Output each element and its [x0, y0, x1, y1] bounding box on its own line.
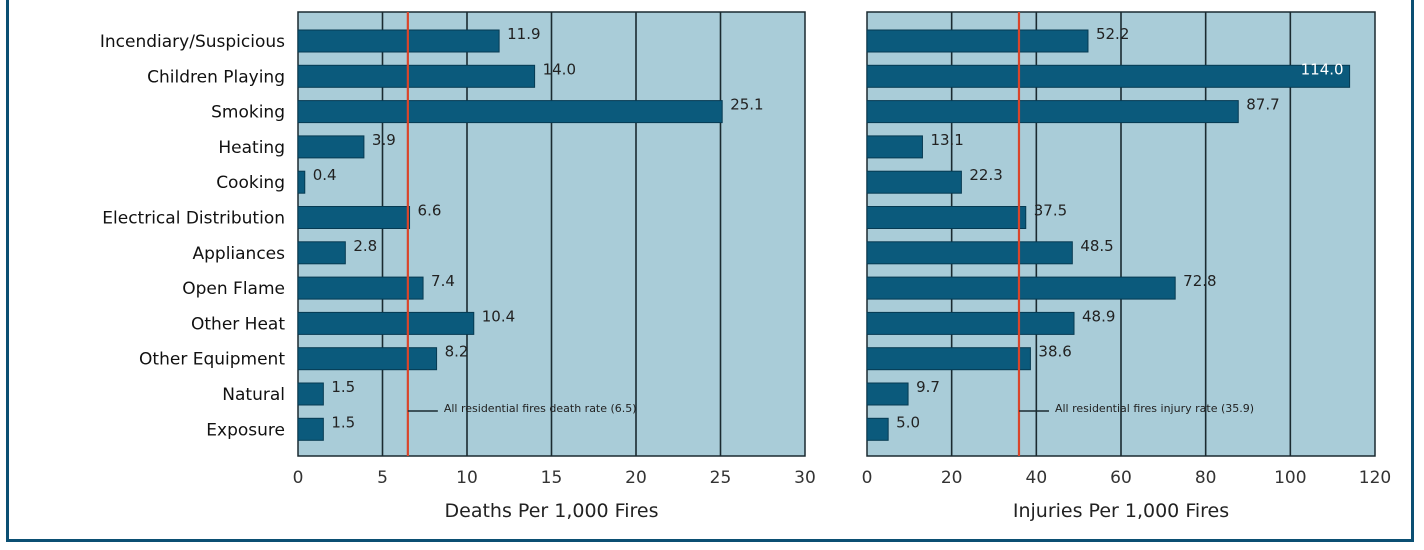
deaths-value-label: 14.0 [543, 60, 576, 78]
injuries-bar [866, 170, 962, 194]
deaths-value-label: 6.6 [418, 202, 442, 220]
category-label: Other Heat [191, 314, 285, 334]
deaths-x-tick-label: 20 [625, 468, 647, 488]
deaths-bar [297, 135, 365, 159]
injuries-value-label: 38.6 [1038, 343, 1071, 361]
injuries-value-label: 72.8 [1183, 272, 1216, 290]
injuries-x-tick-label: 20 [941, 468, 963, 488]
deaths-x-tick-label: 25 [710, 468, 732, 488]
injuries-value-label: 22.3 [969, 166, 1002, 184]
deaths-value-label: 1.5 [331, 413, 355, 431]
injuries-value-label: 87.7 [1246, 96, 1279, 114]
injuries-bar [866, 276, 1176, 300]
deaths-bar [297, 100, 723, 124]
injuries-x-axis-title: Injuries Per 1,000 Fires [1013, 500, 1229, 522]
injuries-bar [866, 241, 1073, 265]
injuries-value-label: 9.7 [916, 378, 940, 396]
injuries-bar [866, 382, 909, 406]
category-label: Electrical Distribution [102, 209, 285, 229]
category-label: Exposure [206, 420, 285, 440]
deaths-x-tick-label: 5 [377, 468, 388, 488]
deaths-bar [297, 382, 324, 406]
injuries-value-label: 114.0 [1301, 60, 1344, 78]
deaths-bar [297, 64, 536, 88]
category-label: Other Equipment [139, 350, 285, 370]
injuries-x-tick-label: 60 [1110, 468, 1132, 488]
injuries-bar [866, 347, 1031, 371]
injuries-value-label: 13.1 [930, 131, 963, 149]
deaths-bar [297, 29, 500, 53]
injuries-x-tick-label: 120 [1359, 468, 1391, 488]
injuries-bar [866, 100, 1239, 124]
deaths-value-label: 1.5 [331, 378, 355, 396]
injuries-value-label: 5.0 [896, 413, 920, 431]
deaths-value-label: 25.1 [730, 96, 763, 114]
category-label: Heating [218, 138, 285, 158]
deaths-x-axis-title: Deaths Per 1,000 Fires [445, 500, 659, 522]
deaths-x-tick-label: 15 [541, 468, 563, 488]
deaths-bar [297, 206, 411, 229]
injuries-reference-label: All residential fires injury rate (35.9) [1055, 402, 1254, 415]
injuries-x-tick-label: 0 [862, 468, 873, 488]
injuries-bar [866, 64, 1351, 88]
category-label: Children Playing [147, 67, 285, 87]
injuries-x-tick-label: 80 [1195, 468, 1217, 488]
deaths-x-tick-label: 0 [293, 468, 304, 488]
injuries-value-label: 48.5 [1080, 237, 1113, 255]
deaths-reference-label: All residential fires death rate (6.5) [444, 402, 637, 415]
deaths-value-label: 0.4 [313, 166, 337, 184]
category-label: Natural [222, 385, 285, 405]
deaths-bar [297, 311, 475, 335]
category-label: Incendiary/Suspicious [100, 32, 285, 52]
deaths-x-tick-label: 10 [456, 468, 478, 488]
deaths-value-label: 10.4 [482, 307, 515, 325]
injuries-value-label: 48.9 [1082, 307, 1115, 325]
injuries-bar [866, 417, 889, 441]
injuries-x-tick-label: 100 [1274, 468, 1306, 488]
deaths-value-label: 11.9 [507, 25, 540, 43]
deaths-value-label: 8.2 [445, 343, 469, 361]
deaths-value-label: 7.4 [431, 272, 455, 290]
deaths-value-label: 2.8 [353, 237, 377, 255]
category-label: Cooking [216, 173, 285, 193]
injuries-value-label: 37.5 [1034, 202, 1067, 220]
injuries-bar [866, 29, 1089, 53]
deaths-bar [297, 170, 306, 194]
injuries-x-tick-label: 40 [1026, 468, 1048, 488]
category-label: Appliances [192, 244, 285, 264]
injuries-bar [866, 206, 1027, 229]
category-label: Open Flame [182, 279, 285, 299]
deaths-bar [297, 417, 324, 441]
deaths-bar [297, 347, 438, 371]
deaths-x-tick-label: 30 [794, 468, 816, 488]
injuries-value-label: 52.2 [1096, 25, 1129, 43]
deaths-bar [297, 241, 346, 265]
category-label: Smoking [211, 103, 285, 123]
deaths-value-label: 3.9 [372, 131, 396, 149]
deaths-bar [297, 276, 424, 300]
injuries-bar [866, 135, 923, 159]
injuries-bar [866, 311, 1075, 335]
